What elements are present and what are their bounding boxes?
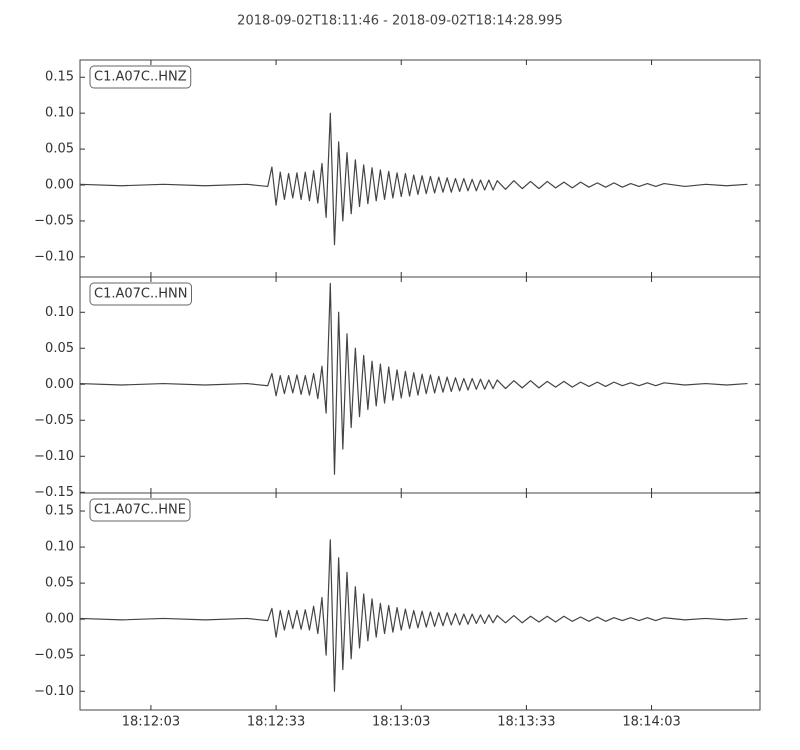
x-tick-label: 18:12:33 — [247, 715, 305, 730]
legend-label: C1.A07C..HNE — [94, 503, 186, 518]
y-tick-label: −0.05 — [34, 413, 74, 428]
plot-frame — [79, 492, 761, 711]
y-tick-label: −0.10 — [34, 449, 74, 464]
y-tick-label: 0.00 — [45, 178, 74, 193]
legend-box — [89, 65, 192, 89]
waveform — [79, 539, 748, 692]
x-tick-label: 18:13:03 — [372, 715, 430, 730]
y-tick-label: −0.05 — [34, 213, 74, 228]
y-tick-label: −0.10 — [34, 249, 74, 264]
waveform — [79, 282, 748, 475]
y-tick-label: 0.10 — [45, 106, 74, 121]
x-tick-label: 18:13:33 — [497, 715, 555, 730]
y-tick-label: 0.10 — [45, 540, 74, 555]
y-tick-label: 0.15 — [45, 504, 74, 519]
y-tick-label: 0.05 — [45, 142, 74, 157]
y-tick-label: −0.15 — [34, 485, 74, 500]
y-tick-label: 0.00 — [45, 612, 74, 627]
y-tick-label: 0.05 — [45, 341, 74, 356]
y-tick-label: 0.00 — [45, 377, 74, 392]
x-tick-label: 18:12:03 — [122, 715, 180, 730]
y-tick-label: −0.10 — [34, 684, 74, 699]
plot-frame — [79, 59, 761, 278]
y-tick-label: 0.10 — [45, 305, 74, 320]
y-tick-label: −0.05 — [34, 648, 74, 663]
waveform — [79, 112, 748, 246]
legend-box — [89, 498, 191, 522]
legend: C1.A07C..HNZ — [89, 65, 192, 89]
legend: C1.A07C..HNE — [89, 498, 191, 522]
legend-label: C1.A07C..HNN — [94, 287, 187, 302]
legend-label: C1.A07C..HNZ — [94, 70, 187, 85]
legend: C1.A07C..HNN — [89, 282, 192, 306]
y-tick-label: 0.15 — [45, 70, 74, 85]
x-tick-label: 18:14:03 — [622, 715, 680, 730]
legend-box — [89, 282, 192, 306]
chart-title: 2018-09-02T18:11:46 - 2018-09-02T18:14:2… — [237, 14, 563, 29]
y-tick-label: 0.05 — [45, 576, 74, 591]
